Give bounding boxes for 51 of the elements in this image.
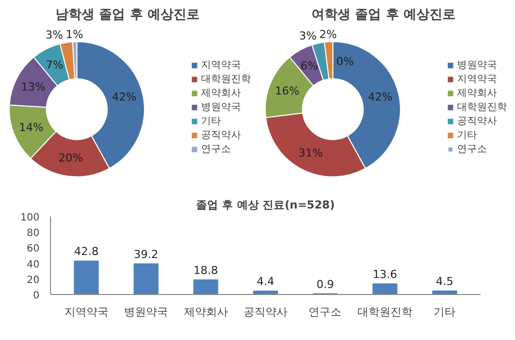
- text: 0%: [336, 54, 354, 68]
- y-tick-label: 60: [26, 244, 40, 255]
- data-label: 42%: [112, 90, 136, 104]
- data-label: 18.8: [194, 264, 218, 277]
- y-tick-label: 40: [26, 259, 40, 270]
- y-tick-label: 80: [26, 228, 40, 240]
- data-label: 4.5: [436, 274, 454, 288]
- legend-label: 기타: [201, 115, 221, 128]
- x-tick-label: 제약회사: [184, 306, 228, 318]
- chart-title: 남학생 졸업 후 예상진로: [56, 8, 200, 22]
- data-label: 2%: [319, 28, 337, 41]
- data-label: 4.4: [256, 275, 274, 288]
- data-label: 0.9: [316, 278, 334, 291]
- legend-label: 대학원진학: [457, 101, 507, 114]
- legend-label: 연구소: [201, 143, 231, 156]
- data-label: 31%: [298, 146, 323, 160]
- chart-title: 여학생 졸업 후 예상진로: [312, 8, 456, 22]
- legend-label: 제약회사: [201, 87, 241, 100]
- legend-label: 공직약사: [457, 115, 497, 128]
- legend-label: 지역약국: [201, 59, 241, 72]
- data-label: 1%: [66, 28, 84, 41]
- y-tick-label: 100: [20, 212, 40, 224]
- y-tick-label: 20: [26, 274, 40, 286]
- legend-label: 병원약국: [457, 59, 497, 72]
- data-label: 20%: [58, 152, 83, 165]
- data-label: 42%: [368, 90, 392, 104]
- legend-label: 병원약국: [201, 101, 241, 114]
- x-tick-label: 지역약국: [64, 306, 108, 318]
- legend-label: 기타: [457, 129, 477, 142]
- data-label: 13.6: [372, 268, 398, 281]
- legend-label: 공직약사: [201, 129, 241, 142]
- legend-label: 제약회사: [457, 87, 497, 100]
- chart-title: 졸업 후 예상 진료(n=528): [196, 198, 335, 212]
- data-label: 16%: [275, 84, 300, 98]
- data-label: 7%: [46, 58, 64, 72]
- legend-label: 대학원진학: [201, 73, 251, 86]
- data-label: 13%: [20, 80, 46, 94]
- x-tick-label: 공직약사: [244, 306, 288, 318]
- data-label: 14%: [19, 120, 44, 134]
- data-label: 3%: [45, 28, 63, 42]
- legend-label: 연구소: [457, 143, 487, 156]
- data-label: 6%: [300, 59, 318, 72]
- data-label: 42.8: [74, 245, 99, 258]
- x-tick-label: 대학원진학: [357, 306, 412, 318]
- data-label: 3%: [299, 30, 317, 43]
- y-tick-label: 0: [33, 290, 40, 302]
- x-tick-label: 병원약국: [124, 306, 168, 318]
- legend-label: 지역약국: [457, 73, 497, 86]
- data-label: 39.2: [134, 248, 158, 261]
- x-tick-label: 연구소: [308, 306, 342, 318]
- x-tick-label: 기타: [434, 306, 456, 318]
